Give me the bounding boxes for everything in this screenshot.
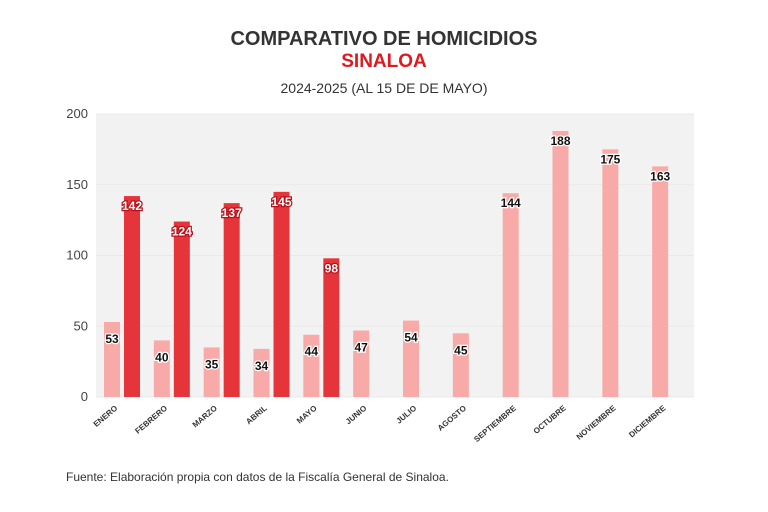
bar-2025-abril — [273, 191, 290, 397]
data-label-2024-agosto: 45 — [454, 343, 468, 357]
x-tick-label: JULIO — [394, 404, 418, 426]
y-tick-label: 100 — [66, 248, 88, 263]
x-tick-label: ABRIL — [244, 404, 269, 427]
data-label-2024-julio: 54 — [404, 331, 418, 345]
bar-2025-mayo — [323, 258, 340, 397]
y-tick-label: 0 — [81, 389, 88, 404]
y-tick-label: 200 — [66, 106, 88, 121]
data-label-2025-marzo: 137 — [222, 206, 242, 220]
bar-2024-agosto — [452, 333, 469, 397]
data-label-2024-septiembre: 144 — [501, 196, 521, 210]
data-label-2024-noviembre: 175 — [600, 152, 620, 166]
data-label-2025-abril: 145 — [271, 195, 291, 209]
data-label-2025-febrero: 124 — [172, 225, 192, 239]
x-tick-label: NOVIEMBRE — [575, 403, 618, 441]
bar-2024-marzo — [203, 347, 220, 397]
chart-period: 2024-2025 (AL 15 DE DE MAYO) — [280, 80, 488, 96]
data-label-2024-febrero: 40 — [155, 350, 169, 364]
x-tick-label: MARZO — [191, 404, 219, 430]
x-tick-label: FEBRERO — [133, 404, 169, 436]
bar-2024-diciembre — [652, 166, 669, 397]
bar-2025-febrero — [173, 221, 190, 397]
bar-2025-marzo — [223, 203, 240, 397]
data-label-2025-enero: 142 — [122, 199, 142, 213]
bar-2024-octubre — [552, 130, 569, 398]
data-label-2024-marzo: 35 — [205, 357, 219, 371]
y-tick-label: 50 — [74, 318, 88, 333]
data-label-2024-octubre: 188 — [550, 134, 570, 148]
x-axis: ENERO FEBRERO MARZO ABRIL MAYO JUNIO JULIO AGOS… — [92, 403, 668, 444]
chart-title: COMPARATIVO DE HOMICIDIOS — [230, 28, 538, 50]
bar-2024-mayo — [303, 334, 320, 397]
bar-2024-febrero — [153, 340, 170, 397]
data-label-2024-diciembre: 163 — [650, 169, 670, 183]
x-tick-label: JUNIO — [344, 404, 369, 427]
x-tick-label: DICIEMBRE — [627, 403, 668, 439]
y-tick-label: 150 — [66, 177, 88, 192]
data-label-2024-junio: 47 — [354, 340, 368, 354]
bar-2024-abril — [253, 348, 270, 397]
chart-subtitle: SINALOA — [341, 51, 427, 72]
x-tick-label: OCTUBRE — [532, 403, 569, 436]
x-tick-label: ENERO — [92, 404, 120, 429]
bar-2024-noviembre — [602, 149, 619, 397]
bars: 53 142 40 124 35 137 34 145 44 98 47 54 45 144 188 175 1… — [104, 130, 672, 398]
x-tick-label: AGOSTO — [436, 404, 468, 433]
bar-2024-septiembre — [502, 193, 519, 397]
y-axis: 0 50 100 150 200 — [66, 106, 694, 404]
bar-2024-julio — [403, 320, 419, 397]
x-tick-label: MAYO — [295, 404, 319, 426]
x-tick-label: SEPTIEMBRE — [472, 403, 518, 444]
data-label-2025-mayo: 98 — [325, 261, 339, 275]
source-note: Fuente: Elaboración propia con datos de … — [66, 470, 449, 484]
bar-2024-junio — [353, 330, 370, 397]
data-label-2024-enero: 53 — [105, 332, 119, 346]
bar-2025-enero — [124, 196, 140, 397]
bar-2024-enero — [104, 322, 120, 397]
data-label-2024-abril: 34 — [255, 359, 269, 373]
data-label-2024-mayo: 44 — [305, 345, 319, 359]
